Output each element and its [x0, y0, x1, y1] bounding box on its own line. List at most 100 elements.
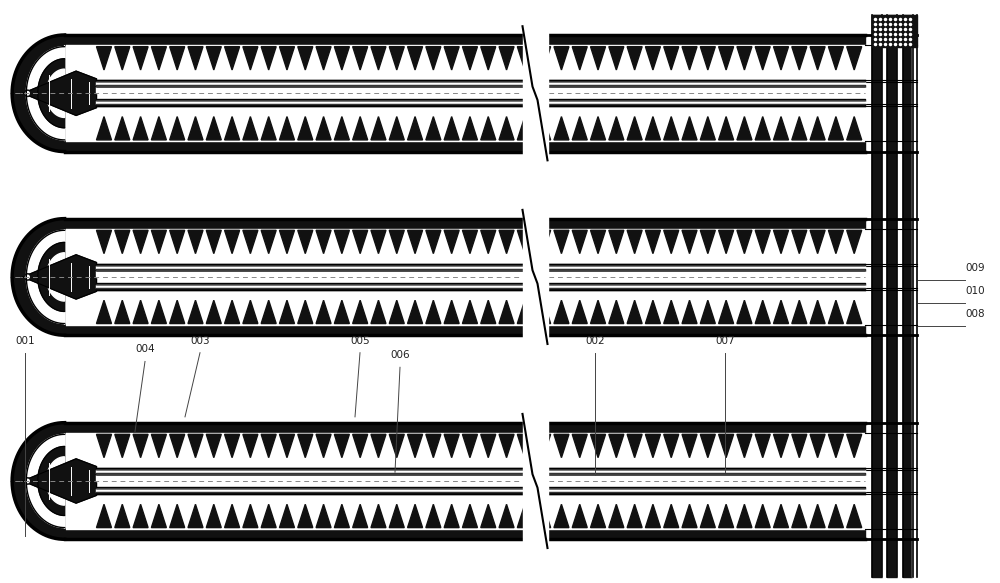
Text: 007: 007	[715, 336, 735, 346]
Polygon shape	[755, 434, 770, 458]
Polygon shape	[719, 300, 734, 324]
Polygon shape	[792, 47, 807, 70]
Polygon shape	[609, 117, 624, 140]
Polygon shape	[572, 434, 587, 458]
Polygon shape	[682, 300, 697, 324]
Polygon shape	[847, 434, 862, 458]
Polygon shape	[170, 47, 185, 70]
Polygon shape	[243, 504, 258, 528]
Polygon shape	[225, 300, 240, 324]
Polygon shape	[700, 230, 715, 254]
Polygon shape	[23, 71, 96, 115]
Polygon shape	[279, 47, 294, 70]
Polygon shape	[151, 117, 166, 140]
Polygon shape	[536, 230, 551, 254]
Polygon shape	[426, 300, 441, 324]
Polygon shape	[279, 300, 294, 324]
Polygon shape	[481, 47, 496, 70]
Polygon shape	[719, 117, 734, 140]
Circle shape	[24, 274, 31, 280]
Polygon shape	[23, 255, 96, 299]
Polygon shape	[170, 434, 185, 458]
Polygon shape	[298, 504, 313, 528]
Polygon shape	[481, 230, 496, 254]
Polygon shape	[517, 47, 532, 70]
Polygon shape	[298, 47, 313, 70]
Polygon shape	[627, 504, 642, 528]
Polygon shape	[151, 504, 166, 528]
Polygon shape	[261, 117, 276, 140]
Polygon shape	[664, 434, 679, 458]
Polygon shape	[609, 434, 624, 458]
Polygon shape	[23, 459, 96, 503]
Polygon shape	[96, 434, 111, 458]
Polygon shape	[645, 117, 660, 140]
Polygon shape	[353, 47, 368, 70]
Polygon shape	[536, 504, 551, 528]
Polygon shape	[353, 504, 368, 528]
Polygon shape	[517, 300, 532, 324]
Polygon shape	[46, 457, 65, 505]
Polygon shape	[664, 117, 679, 140]
Polygon shape	[682, 504, 697, 528]
Polygon shape	[755, 300, 770, 324]
Polygon shape	[133, 47, 148, 70]
Polygon shape	[536, 47, 551, 70]
Polygon shape	[206, 47, 221, 70]
Polygon shape	[243, 47, 258, 70]
Text: 005: 005	[350, 336, 370, 346]
Polygon shape	[353, 300, 368, 324]
Polygon shape	[517, 117, 532, 140]
Polygon shape	[389, 300, 404, 324]
Text: 002: 002	[585, 336, 605, 346]
Polygon shape	[115, 47, 130, 70]
Polygon shape	[408, 434, 423, 458]
Polygon shape	[517, 230, 532, 254]
Polygon shape	[96, 300, 111, 324]
Polygon shape	[353, 117, 368, 140]
Polygon shape	[206, 300, 221, 324]
Circle shape	[26, 479, 29, 483]
Circle shape	[26, 275, 29, 279]
Polygon shape	[517, 504, 532, 528]
Polygon shape	[243, 434, 258, 458]
Polygon shape	[774, 300, 789, 324]
Polygon shape	[371, 300, 386, 324]
Polygon shape	[737, 300, 752, 324]
Polygon shape	[188, 117, 203, 140]
Polygon shape	[444, 504, 459, 528]
Polygon shape	[499, 300, 514, 324]
Polygon shape	[719, 504, 734, 528]
Text: 009: 009	[965, 263, 985, 273]
Polygon shape	[26, 433, 65, 529]
Polygon shape	[700, 300, 715, 324]
Polygon shape	[499, 434, 514, 458]
Polygon shape	[554, 117, 569, 140]
Polygon shape	[316, 117, 331, 140]
Polygon shape	[499, 117, 514, 140]
Polygon shape	[536, 117, 551, 140]
Polygon shape	[755, 47, 770, 70]
Polygon shape	[499, 230, 514, 254]
Polygon shape	[225, 47, 240, 70]
Circle shape	[24, 90, 31, 97]
Polygon shape	[828, 300, 843, 324]
Polygon shape	[115, 300, 130, 324]
Text: 010: 010	[965, 286, 985, 296]
Polygon shape	[261, 504, 276, 528]
Polygon shape	[700, 47, 715, 70]
Polygon shape	[792, 117, 807, 140]
Polygon shape	[627, 434, 642, 458]
Polygon shape	[810, 300, 825, 324]
Polygon shape	[38, 243, 65, 311]
Polygon shape	[444, 300, 459, 324]
Polygon shape	[188, 434, 203, 458]
Polygon shape	[719, 230, 734, 254]
Polygon shape	[792, 300, 807, 324]
Text: 004: 004	[135, 345, 155, 354]
Polygon shape	[792, 230, 807, 254]
Polygon shape	[133, 230, 148, 254]
Polygon shape	[426, 504, 441, 528]
Polygon shape	[828, 434, 843, 458]
Polygon shape	[444, 434, 459, 458]
